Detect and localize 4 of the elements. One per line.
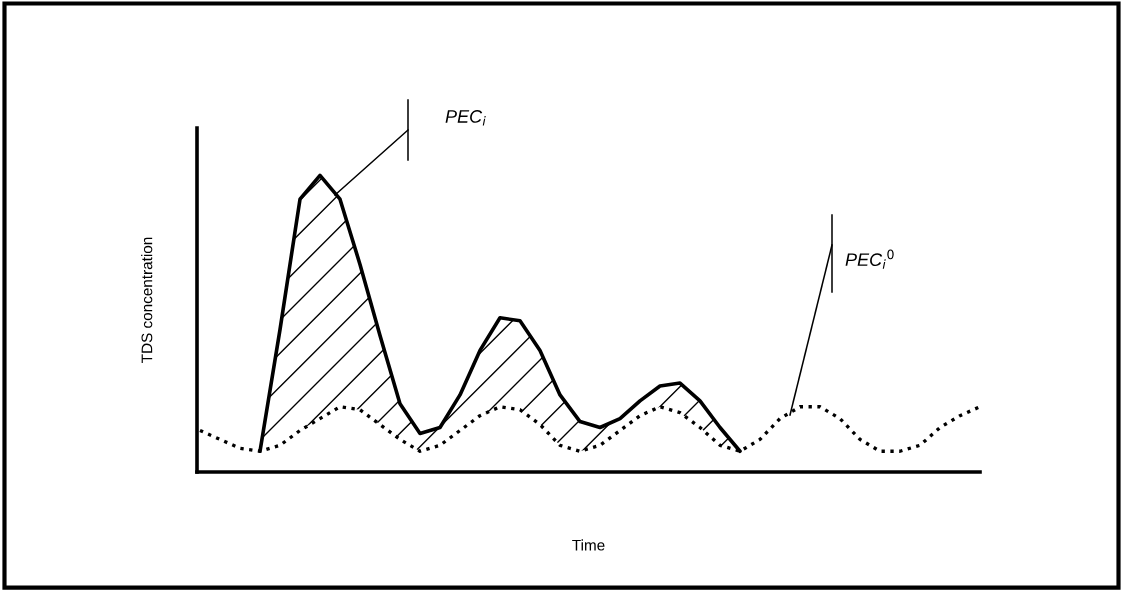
annotation: PEC$_{i}$$^{0}$ — [845, 249, 894, 269]
text: PEC$_{i}$ — [445, 110, 486, 126]
y-axis-title: TDS concentration — [141, 237, 153, 363]
x-axis-title: Time — [572, 539, 605, 551]
